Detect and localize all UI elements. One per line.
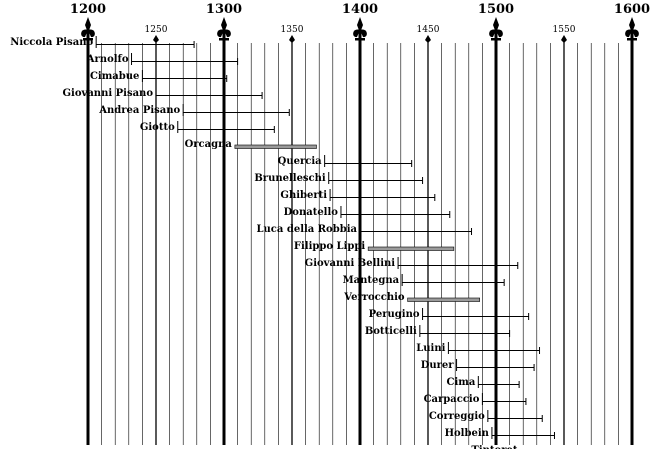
artist-label-correggio: Correggio: [429, 411, 485, 422]
artist-label-cimabue: Cimabue: [90, 71, 139, 82]
artist-lifespans: Niccola Pisano Arnolfo Cimabue Giovanni Pis…: [10, 36, 555, 449]
lifespan-bar-orcagna: [234, 144, 317, 149]
leaf-right-1600: [632, 29, 639, 38]
year-label-1600: 1600: [614, 2, 650, 17]
year-label-1550: 1550: [553, 25, 576, 35]
leaf-right-1300: [224, 29, 231, 38]
collar-1400: [355, 38, 365, 41]
collar-1200: [83, 38, 93, 41]
finial-1500: [493, 17, 499, 33]
artist-label-arnolfo: Arnolfo: [86, 54, 129, 65]
year-axis: 1250 1350 1450 1550 1200 1300 1400 1500 1600: [70, 2, 650, 35]
artist-label-cima: Cima: [446, 377, 475, 388]
leaf-left-1600: [625, 29, 632, 38]
marker-1550: [561, 35, 567, 43]
artist-label-orcagna: Orcagna: [185, 139, 233, 150]
collar-1600: [627, 38, 637, 41]
artist-label-andrea-pisano: Andrea Pisano: [98, 105, 180, 116]
collar-1500: [491, 38, 501, 41]
artist-label-mantegna: Mantegna: [343, 275, 400, 286]
year-label-1400: 1400: [342, 2, 378, 17]
artist-label-ghiberti: Ghiberti: [280, 190, 327, 201]
artist-label-carpaccio: Carpaccio: [424, 394, 480, 405]
artist-label-perugino: Perugino: [369, 309, 420, 320]
year-label-1250: 1250: [145, 25, 168, 35]
artist-label-giotto: Giotto: [140, 122, 175, 133]
lifespan-bar-filippo-lippi: [367, 246, 455, 251]
finial-1400: [357, 17, 363, 33]
marker-1450: [425, 35, 431, 43]
finial-1600: [629, 17, 635, 33]
artist-label-verrocchio: Verrocchio: [343, 292, 405, 303]
lifespan-bar-verrocchio: [407, 297, 480, 302]
leaf-right-1400: [360, 29, 367, 38]
year-label-1500: 1500: [478, 2, 514, 17]
artist-label-niccola-pisano: Niccola Pisano: [10, 37, 93, 48]
year-label-1450: 1450: [417, 25, 440, 35]
artist-label-giovanni-pisano: Giovanni Pisano: [63, 88, 154, 99]
finial-1300: [221, 17, 227, 33]
year-label-1200: 1200: [70, 2, 106, 17]
artist-label-luini: Luini: [416, 343, 445, 354]
artist-label-filippo-lippi: Filippo Lippi: [294, 241, 365, 252]
leaf-left-1400: [353, 29, 360, 38]
leaf-left-1300: [217, 29, 224, 38]
marker-1350: [289, 35, 295, 43]
leaf-left-1500: [489, 29, 496, 38]
artist-label-giovanni-bellini: Giovanni Bellini: [305, 258, 396, 269]
artist-label-quercia: Quercia: [278, 156, 323, 167]
artist-label-tintoret: Tintoret: [471, 445, 517, 449]
year-label-1300: 1300: [206, 2, 242, 17]
artist-label-brunelleschi: Brunelleschi: [254, 173, 326, 184]
collar-1300: [219, 38, 229, 41]
artist-label-durer: Durer: [421, 360, 455, 371]
leaf-right-1200: [88, 29, 95, 38]
year-label-1350: 1350: [281, 25, 304, 35]
finial-1200: [85, 17, 91, 33]
marker-1250: [153, 35, 159, 43]
artist-label-luca-della-robbia: Luca della Robbia: [256, 224, 357, 235]
artist-label-donatello: Donatello: [284, 207, 339, 218]
leaf-left-1200: [81, 29, 88, 38]
artist-label-botticelli: Botticelli: [365, 326, 417, 337]
artist-label-holbein: Holbein: [445, 428, 490, 439]
leaf-right-1500: [496, 29, 503, 38]
